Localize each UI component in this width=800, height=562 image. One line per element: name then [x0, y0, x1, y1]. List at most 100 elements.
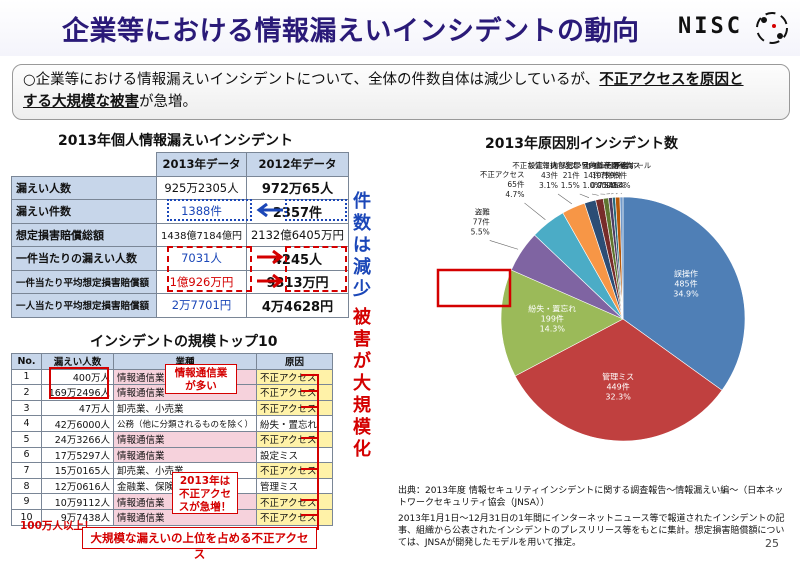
note-char: 減 [349, 257, 375, 279]
callout-2013: 2013年は不正アクセスが急増！ [172, 472, 238, 514]
summary-text: ○企業等における情報漏えいインシデントについて、全体の件数自体は減少しているが、 [23, 72, 599, 88]
chart-title: 2013年原因別インシデント数 [485, 133, 678, 153]
leader-line [611, 193, 614, 194]
value-2013: 2万7701円 [157, 294, 247, 318]
slice-label: 誤操作 [674, 269, 698, 279]
slice-label: 1.5% [561, 181, 580, 190]
value-2012: 2132億6405万円 [246, 223, 348, 247]
unauthorized-access-highlight [438, 270, 510, 306]
highlight-box-2012-avg [285, 246, 347, 292]
cell-count: 17万5297人 [42, 447, 114, 463]
cell-no: 8 [12, 478, 42, 494]
table1-title: 2013年個人情報漏えいインシデント [58, 130, 293, 150]
vertical-note: 件 数 は 減 少 被 害 が 大 規 模 化 [349, 191, 375, 461]
slice-label: 199件 [541, 314, 564, 324]
cell-no: 7 [12, 463, 42, 479]
table-header-row: 2013年データ 2012年データ [12, 153, 349, 177]
summary-emphasis-2: する大規模な被害 [23, 94, 139, 110]
source-line-1: 出典：2013年度 情報セキュリティインシデントに関する調査報告～情報漏えい編～… [398, 485, 788, 509]
slice-label: 65件 [507, 179, 525, 189]
table-header-2012: 2012年データ [246, 153, 348, 177]
note-char: が [349, 351, 375, 373]
note-char: 害 [349, 329, 375, 351]
cell-count: 47万人 [42, 400, 114, 416]
cell-no: 6 [12, 447, 42, 463]
leader-line [616, 193, 617, 194]
cell-count: 10万9112人 [42, 494, 114, 510]
slice-label: 5件 [615, 170, 628, 180]
cell-industry: 公務（他に分類されるものを除く） [114, 416, 257, 432]
source-note: 出典：2013年度 情報セキュリティインシデントに関する調査報告～情報漏えい編～… [398, 485, 788, 549]
col-no: No. [12, 354, 42, 370]
cell-no: 5 [12, 431, 42, 447]
note-char: 化 [349, 439, 375, 461]
note-char: 大 [349, 373, 375, 395]
cell-industry: 卸売業、小売業 [114, 400, 257, 416]
slice-label: 14.3% [540, 325, 566, 334]
pie-chart: 誤操作485件34.9%管理ミス449件32.3%紛失・置忘れ199件14.3%… [420, 152, 795, 482]
summary-text-end: が急増。 [139, 94, 197, 110]
slice-label: 32.3% [605, 393, 631, 402]
nisc-logo: NISC [678, 14, 743, 39]
leader-line [592, 194, 599, 195]
cell-count: 15万0165人 [42, 463, 114, 479]
leader-line [490, 240, 518, 249]
note-char: 模 [349, 417, 375, 439]
note-char: は [349, 235, 375, 257]
row-label: 漏えい件数 [12, 200, 157, 224]
leader-line [580, 194, 589, 198]
page-number: 25 [765, 537, 779, 550]
value-2013: 925万2305人 [157, 176, 247, 200]
value-2012: 972万65人 [246, 176, 348, 200]
note-char: 件 [349, 191, 375, 213]
row-label: 一人当たり平均想定損害賠償額 [12, 294, 157, 318]
cell-industry: 情報通信業 [114, 431, 257, 447]
leader-line [524, 203, 545, 220]
note-char: 被 [349, 307, 375, 329]
slice-label: 34.9% [673, 290, 699, 299]
arrow-left-icon [255, 203, 285, 217]
page-title: 企業等における情報漏えいインシデントの動向 [62, 9, 640, 48]
slice-label: 紛失・置忘れ [528, 304, 576, 314]
table-header-empty [12, 153, 157, 177]
slice-label: 21件 [563, 170, 581, 180]
arrow-right-icon [255, 274, 285, 288]
slice-label: 0.4% [611, 181, 630, 190]
arrow-right-icon [255, 250, 285, 264]
slice-label: 3.1% [539, 181, 558, 190]
highlight-box-2012-count [285, 199, 347, 221]
cell-count: 24万3266人 [42, 431, 114, 447]
summary-emphasis-1: 不正アクセスを原因と [599, 72, 743, 88]
highlight-100k-box [49, 367, 109, 399]
slice-label: 449件 [606, 382, 629, 392]
row-label: 一件当たりの漏えい人数 [12, 247, 157, 271]
slice-label: 盗難 [475, 206, 490, 216]
cell-no: 2 [12, 385, 42, 401]
cell-no: 4 [12, 416, 42, 432]
summary-box: ○企業等における情報漏えいインシデントについて、全体の件数自体は減少しているが、… [12, 64, 790, 120]
cell-industry: 情報通信業 [114, 447, 257, 463]
table-header-2013: 2013年データ [157, 153, 247, 177]
row-label: 漏えい人数 [12, 176, 157, 200]
cell-no: 1 [12, 369, 42, 385]
highlight-box-2013-avg [167, 246, 252, 292]
cell-no: 3 [12, 400, 42, 416]
leader-line [558, 194, 572, 204]
slice-label: 485件 [674, 279, 697, 289]
note-char: 少 [349, 279, 375, 301]
cell-no: 9 [12, 494, 42, 510]
row-label: 想定損害賠償総額 [12, 223, 157, 247]
note-char: 規 [349, 395, 375, 417]
cell-count: 42万6000人 [42, 416, 114, 432]
highlight-box-2013-count [167, 199, 252, 221]
bracket-arrows-icon [298, 355, 322, 545]
table2-title: インシデントの規模トップ10 [90, 331, 277, 351]
slice-label: 77件 [473, 216, 491, 226]
